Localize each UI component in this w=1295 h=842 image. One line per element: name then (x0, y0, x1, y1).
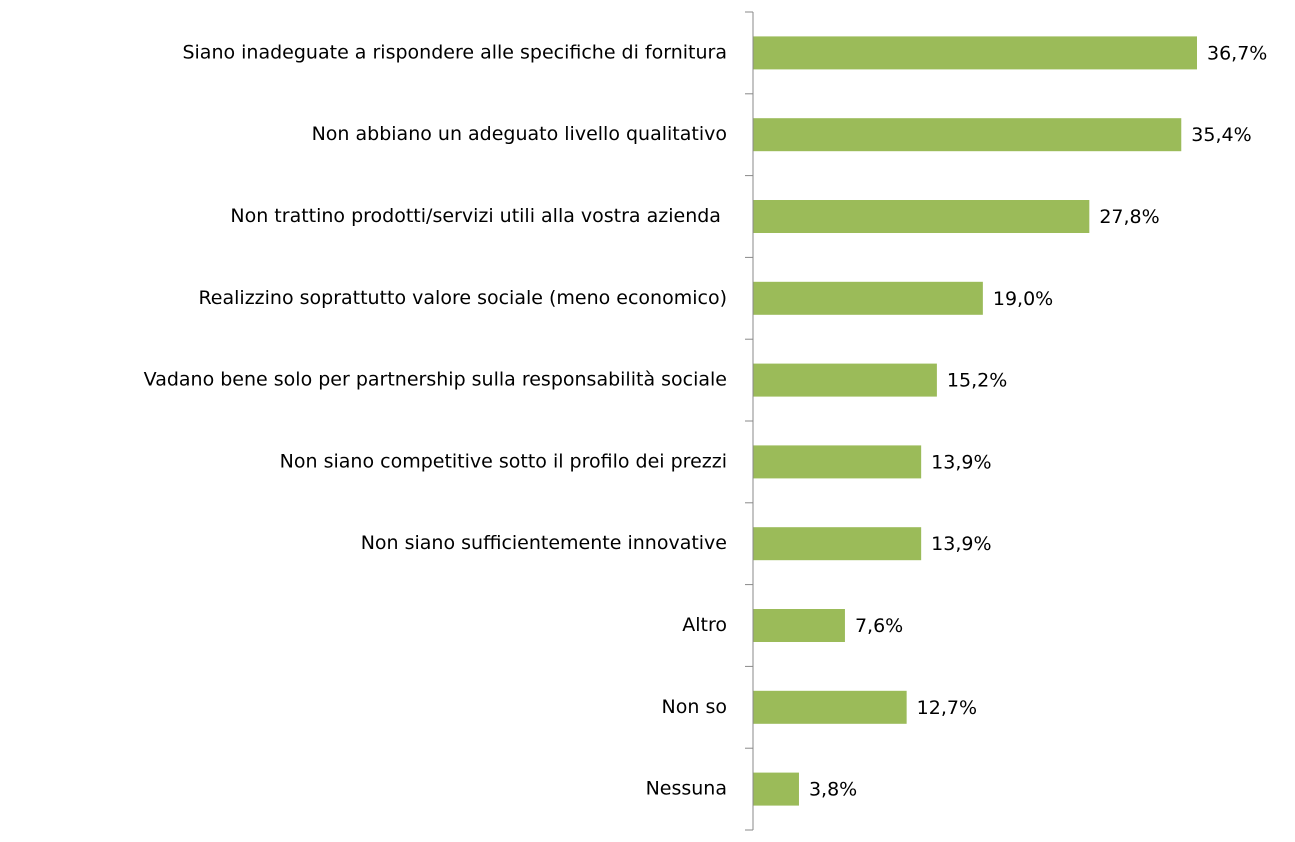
bar (753, 527, 922, 561)
value-label: 3,8% (809, 779, 857, 801)
category-label: Altro (682, 614, 727, 636)
value-label: 12,7% (917, 697, 977, 719)
value-label: 15,2% (947, 370, 1007, 392)
bar (753, 445, 922, 479)
bar (753, 281, 983, 315)
bar (753, 772, 799, 806)
bar (753, 118, 1182, 152)
bar (753, 36, 1197, 70)
value-label: 27,8% (1099, 206, 1159, 228)
bar (753, 200, 1090, 233)
category-label: Non so (662, 696, 727, 718)
category-label: Non trattino prodotti/servizi utili alla… (230, 205, 727, 227)
category-label: Non siano competitive sotto il profilo d… (280, 450, 727, 472)
value-label: 36,7% (1207, 42, 1267, 64)
bar (753, 363, 937, 397)
category-label: Non abbiano un adeguato livello qualitat… (312, 123, 727, 145)
category-label: Vadano bene solo per partnership sulla r… (144, 369, 727, 391)
category-label: Nessuna (646, 778, 727, 800)
bar (753, 690, 907, 724)
value-label: 13,9% (931, 533, 991, 555)
category-label: Realizzino soprattutto valore sociale (m… (198, 287, 727, 309)
bar (753, 609, 845, 642)
value-label: 19,0% (993, 288, 1053, 310)
category-label: Siano inadeguate a rispondere alle speci… (182, 41, 727, 63)
category-label: Non siano sufficientemente innovative (361, 532, 727, 554)
value-label: 7,6% (855, 615, 903, 637)
value-label: 35,4% (1191, 124, 1251, 146)
value-label: 13,9% (931, 451, 991, 473)
